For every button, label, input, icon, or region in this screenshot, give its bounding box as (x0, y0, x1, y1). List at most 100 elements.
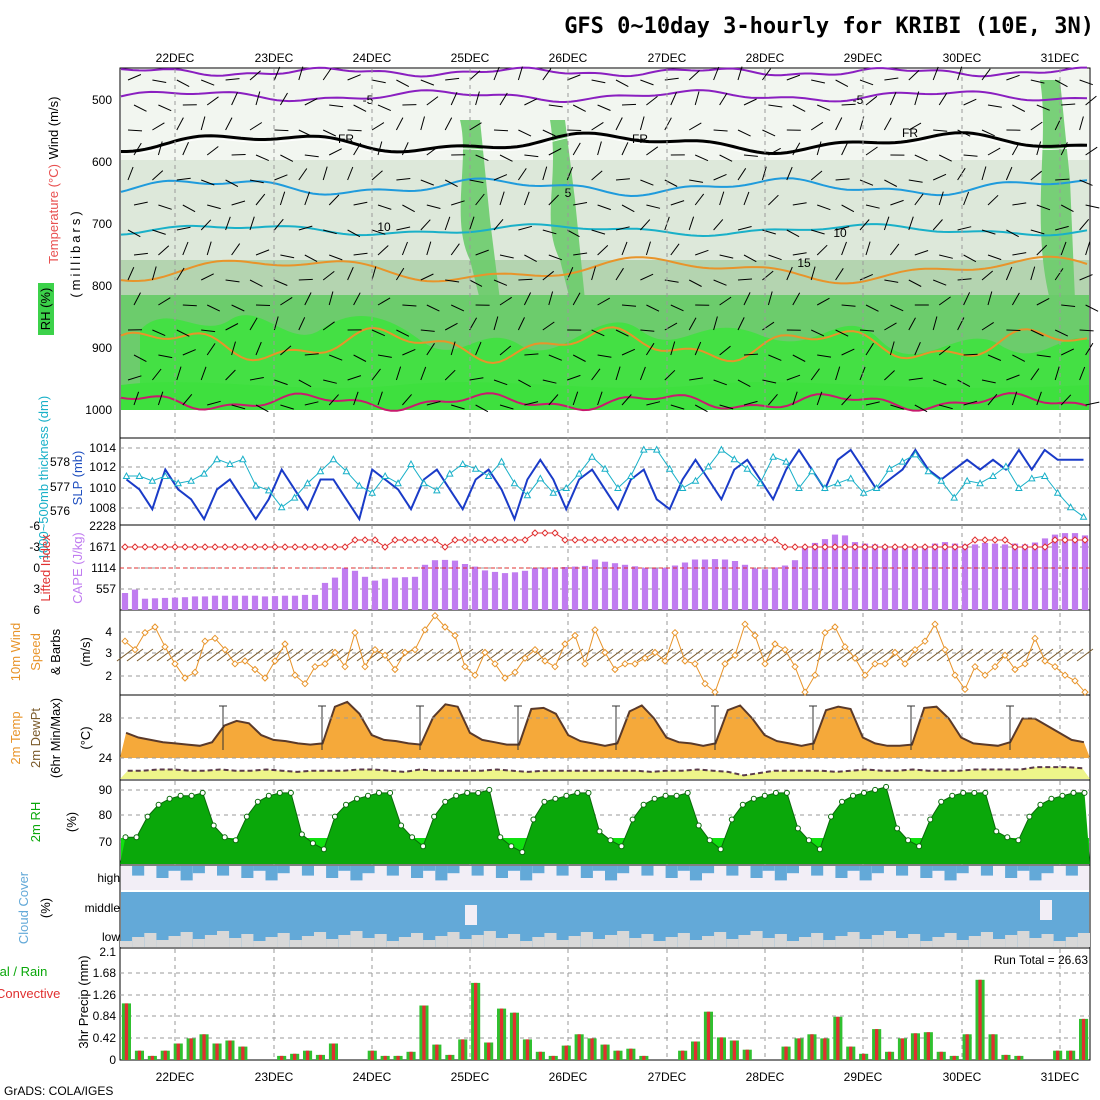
rh-legend-swatch (38, 283, 54, 335)
wind-barb (933, 129, 948, 132)
wind-barb (737, 129, 751, 137)
wind10-marker (461, 662, 469, 671)
wind10-barb (916, 648, 934, 662)
thickness-marker (898, 457, 907, 465)
wind-barb (371, 266, 377, 281)
wind-barb (1011, 292, 1020, 306)
thickness-marker (484, 471, 493, 479)
cape-bar (901, 545, 909, 610)
precip-bar-convective (383, 1055, 387, 1060)
wind-barb (1079, 116, 1084, 131)
wind-barb (451, 404, 465, 410)
wind10-barb (236, 648, 254, 662)
wind10-barb (976, 648, 994, 662)
chart-title: GFS 0~10day 3-hourly for KRIBI (10E, 3N) (564, 14, 1094, 39)
wind-barb (426, 241, 432, 256)
rh-marker (883, 783, 890, 790)
cape-bar (531, 568, 539, 610)
thickness-marker (588, 452, 596, 460)
day-label-bottom: 28DEC (746, 1070, 785, 1084)
precip-bar-convective (978, 979, 982, 1060)
wind-barb (329, 354, 343, 361)
wind10-marker (371, 645, 379, 654)
cape-panel (120, 529, 1090, 610)
wind-barb (719, 254, 734, 259)
cape-bar (711, 559, 719, 610)
precip-bar-convective (875, 1029, 879, 1060)
wind-barb (499, 191, 505, 206)
wind-barb (908, 279, 922, 287)
wind-barb (1006, 374, 1020, 381)
lifted-index-marker (841, 543, 849, 551)
wind-barb (304, 154, 319, 158)
thickness-marker (652, 445, 661, 453)
cape-bar (731, 561, 739, 610)
thickness-marker (161, 471, 170, 479)
wind-barb (225, 117, 233, 131)
wind-barb (1036, 391, 1042, 406)
precip-bar-convective (887, 1051, 892, 1060)
lifted-index-marker (901, 543, 909, 551)
wind-barb (304, 401, 319, 406)
wind-barb (1079, 218, 1090, 231)
wind-barb (329, 104, 344, 108)
rh-marker (695, 822, 702, 829)
cape-bar (501, 573, 509, 610)
cape-bar (681, 562, 689, 610)
lifted-index-marker (981, 536, 989, 544)
wind-barb (231, 243, 241, 256)
wind-barb (371, 122, 385, 131)
precip-bar-convective (293, 1053, 297, 1060)
rh-marker (1026, 813, 1033, 820)
wind-barb (420, 79, 435, 86)
cape-bar (451, 560, 459, 610)
wind-barb (957, 278, 972, 281)
wind-barb (298, 278, 313, 281)
thickness-marker (316, 467, 325, 475)
wind10-marker (661, 657, 669, 665)
wind-barb (767, 291, 773, 306)
cloud-level-label: low (102, 930, 120, 944)
wind-barb (469, 279, 483, 287)
wind10-marker (651, 648, 659, 657)
wind-barb (444, 216, 451, 231)
cloud-low-bar (823, 940, 836, 947)
precip-bar-convective (448, 1054, 452, 1060)
upper-air-rh-shading (121, 69, 1089, 437)
wind-barb (152, 122, 165, 131)
wind-barb (133, 142, 142, 156)
rh-marker (772, 789, 779, 796)
wind-barb (445, 279, 460, 283)
wind-barb (377, 391, 383, 406)
wind-barb (811, 79, 826, 84)
precip-tick: 1.26 (93, 988, 117, 1002)
wind-barb (298, 225, 313, 231)
wind10-marker (981, 671, 989, 679)
wind-barb (328, 148, 342, 156)
precip-ylabels: tal / Rain Convective 3hr Precip (mm) (0, 955, 91, 1048)
wind10-marker (791, 662, 799, 671)
rh-marker (585, 789, 592, 796)
wind-barb (377, 204, 392, 210)
cape-bar (741, 564, 749, 610)
cloud-high-bar (301, 866, 314, 876)
wind-barb (889, 91, 897, 106)
wind10-marker (1081, 688, 1089, 696)
precip-label-1: tal / Rain (0, 964, 47, 979)
wind-barb (689, 179, 704, 183)
contour-label: 15 (797, 256, 811, 270)
wind10-marker (161, 643, 169, 651)
rh-ylabels: 2m RH (%) (28, 802, 79, 842)
wind-barb (1055, 178, 1070, 181)
rh-marker (155, 801, 162, 808)
wind10-barb (836, 648, 854, 662)
thickness-marker (562, 483, 571, 491)
wind-barb (817, 104, 831, 111)
wind-barb (353, 142, 362, 156)
thickness-marker (976, 479, 984, 487)
wind-barb (249, 179, 264, 184)
wind10-barb (486, 648, 504, 662)
cape-bar (861, 543, 869, 610)
thickness-marker (458, 459, 467, 467)
wind-barb (914, 250, 929, 256)
